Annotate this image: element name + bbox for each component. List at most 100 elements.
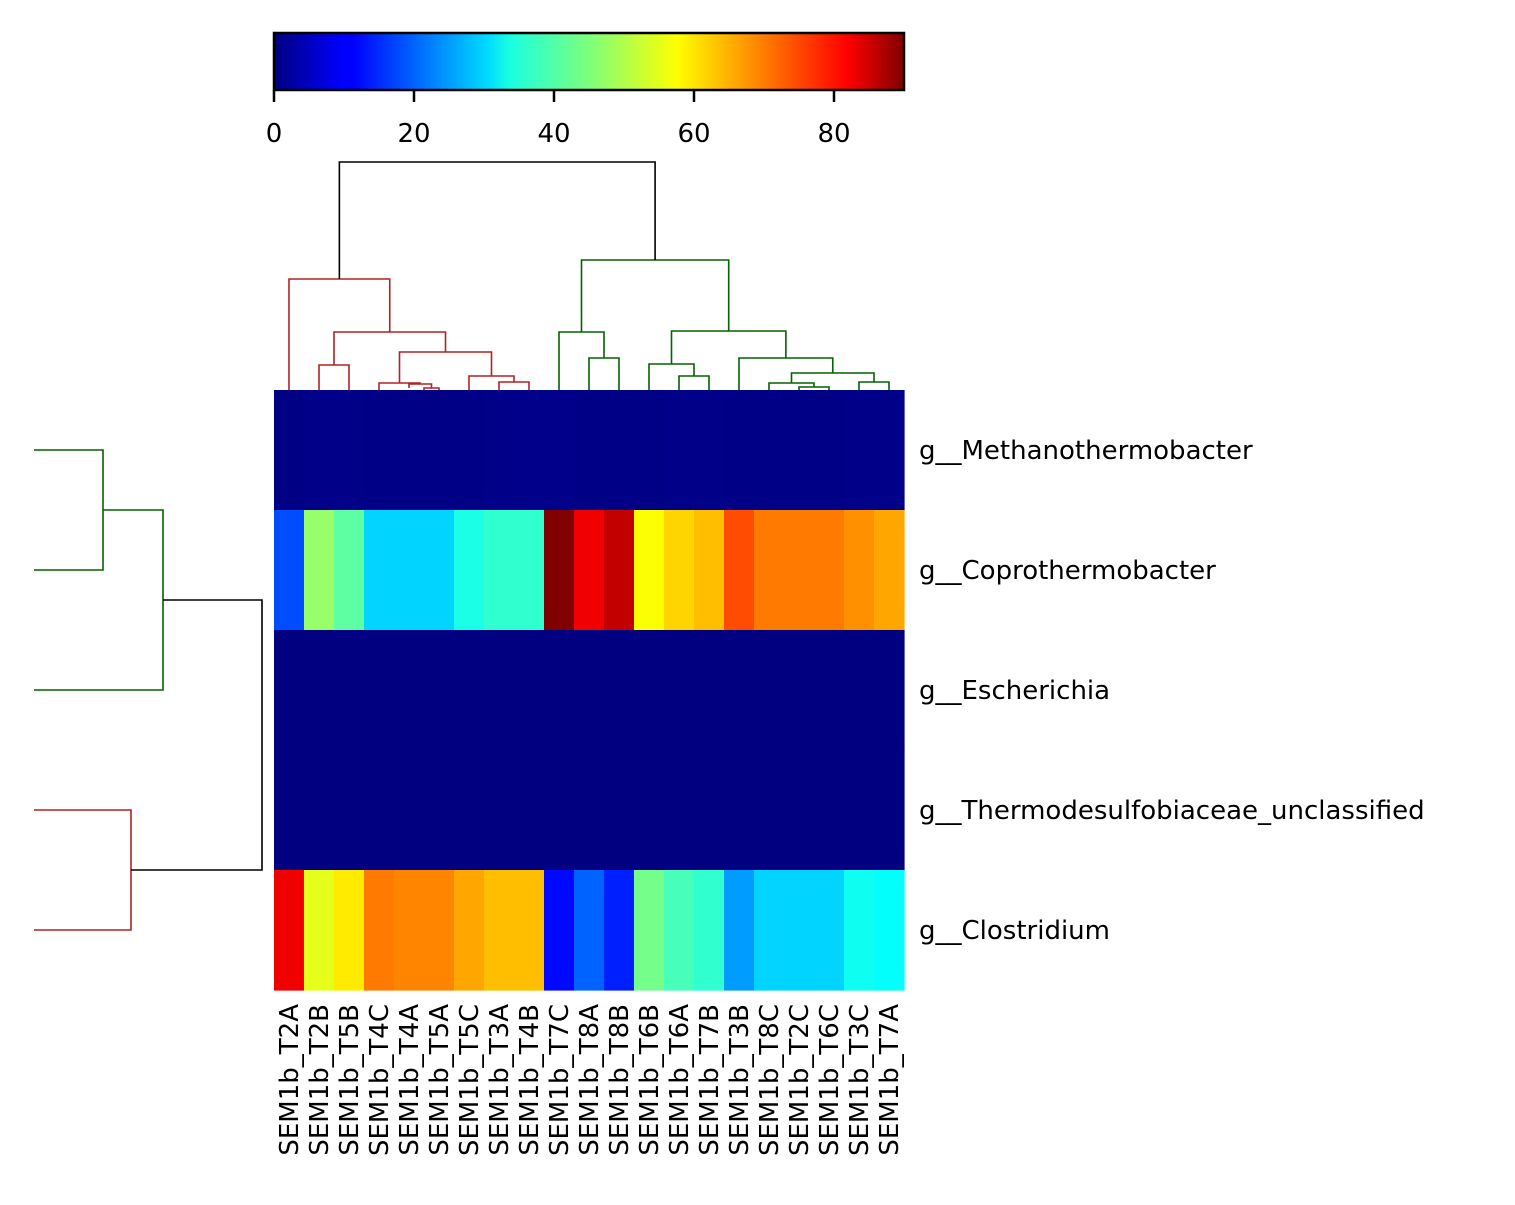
row-labels: g__Methanothermobacter g__Coprothermobact… bbox=[919, 436, 1425, 946]
heatmap-cell bbox=[304, 390, 335, 511]
heatmap-cell bbox=[814, 390, 845, 511]
heatmap-cell bbox=[514, 510, 545, 631]
heatmap-cell bbox=[664, 750, 695, 871]
column-dendrogram-link bbox=[333, 331, 447, 365]
heatmap-cell bbox=[784, 870, 815, 991]
row-label: g__Escherichia bbox=[919, 676, 1110, 706]
heatmap-cell bbox=[544, 870, 575, 991]
heatmap-cell bbox=[544, 390, 575, 511]
heatmap-cell bbox=[484, 510, 515, 631]
heatmap-cell bbox=[754, 870, 785, 991]
colorbar-tick-label: 20 bbox=[397, 119, 430, 149]
column-dendrogram-link bbox=[580, 259, 730, 332]
heatmap-cell bbox=[334, 870, 365, 991]
heatmap-cell bbox=[724, 510, 755, 631]
heatmap-cell bbox=[274, 390, 305, 511]
heatmap-cell bbox=[364, 630, 395, 751]
column-label: SEM1b_T2C bbox=[785, 1004, 815, 1156]
column-label: SEM1b_T7C bbox=[545, 1004, 575, 1156]
column-dendrogram-link bbox=[798, 386, 830, 390]
column-label: SEM1b_T8B bbox=[605, 1004, 635, 1156]
heatmap-cell bbox=[544, 510, 575, 631]
column-dendrogram-link bbox=[648, 363, 695, 390]
row-label: g__Coprothermobacter bbox=[919, 556, 1216, 586]
heatmap-cell bbox=[514, 870, 545, 991]
heatmap-cell bbox=[724, 630, 755, 751]
heatmap-cell bbox=[544, 750, 575, 871]
heatmap-cell bbox=[394, 630, 425, 751]
heatmap-cell bbox=[394, 750, 425, 871]
heatmap-cell bbox=[844, 870, 875, 991]
heatmap-cell bbox=[874, 870, 905, 991]
heatmap-cell bbox=[754, 510, 785, 631]
heatmap-cell bbox=[874, 750, 905, 871]
column-label: SEM1b_T3C bbox=[845, 1004, 875, 1156]
heatmap-cell bbox=[394, 390, 425, 511]
colorbar-tick-label: 40 bbox=[537, 119, 570, 149]
heatmap-cell bbox=[574, 870, 605, 991]
heatmap-cell bbox=[634, 750, 665, 871]
row-dendrogram-link bbox=[131, 599, 263, 871]
heatmap-cell bbox=[664, 390, 695, 511]
heatmap-cell bbox=[634, 630, 665, 751]
heatmap-cell bbox=[604, 630, 635, 751]
heatmap-cell bbox=[364, 750, 395, 871]
heatmap-cell bbox=[514, 750, 545, 871]
heatmap-cell bbox=[754, 390, 785, 511]
heatmap-cell bbox=[634, 510, 665, 631]
column-label: SEM1b_T5B bbox=[335, 1004, 365, 1156]
heatmap-cell bbox=[784, 510, 815, 631]
colorbar-tick-label: 80 bbox=[817, 119, 850, 149]
heatmap-cell bbox=[874, 390, 905, 511]
column-label: SEM1b_T4A bbox=[395, 1004, 425, 1156]
column-label: SEM1b_T6A bbox=[665, 1004, 695, 1156]
heatmap-cells bbox=[274, 390, 905, 991]
column-label: SEM1b_T5A bbox=[425, 1004, 455, 1156]
heatmap-cell bbox=[334, 630, 365, 751]
heatmap-cell bbox=[784, 630, 815, 751]
column-dendrogram-link bbox=[558, 331, 605, 390]
column-label: SEM1b_T4C bbox=[365, 1004, 395, 1156]
row-dendrogram-link bbox=[34, 449, 104, 571]
column-dendrogram-link bbox=[678, 375, 710, 390]
column-dendrogram-link bbox=[468, 375, 515, 390]
heatmap-cell bbox=[574, 630, 605, 751]
column-dendrogram-link bbox=[738, 357, 834, 390]
column-label: SEM1b_T3A bbox=[485, 1004, 515, 1156]
heatmap-cell bbox=[304, 510, 335, 631]
heatmap-cell bbox=[274, 750, 305, 871]
column-dendrogram-link bbox=[423, 387, 440, 390]
heatmap-cell bbox=[454, 510, 485, 631]
colorbar-tick-label: 60 bbox=[677, 119, 710, 149]
column-label: SEM1b_T8C bbox=[755, 1004, 785, 1156]
heatmap-cell bbox=[844, 750, 875, 871]
heatmap-cell bbox=[784, 750, 815, 871]
heatmap-cell bbox=[604, 870, 635, 991]
heatmap-cell bbox=[334, 750, 365, 871]
column-labels: SEM1b_T2A SEM1b_T2B SEM1b_T5B SEM1b_T4C SEM1… bbox=[275, 1004, 905, 1156]
heatmap-cell bbox=[454, 390, 485, 511]
row-dendrogram bbox=[34, 449, 263, 931]
heatmap-cell bbox=[454, 630, 485, 751]
colorbar: 0 20 40 60 80 bbox=[266, 31, 906, 149]
heatmap-cell bbox=[664, 870, 695, 991]
heatmap-cell bbox=[514, 390, 545, 511]
heatmap-cell bbox=[424, 870, 455, 991]
heatmap-cell bbox=[724, 390, 755, 511]
heatmap-cell bbox=[274, 870, 305, 991]
row-label: g__Thermodesulfobiaceae_unclassified bbox=[919, 796, 1425, 826]
column-dendrogram bbox=[288, 161, 890, 390]
heatmap-cell bbox=[634, 870, 665, 991]
heatmap-cell bbox=[334, 510, 365, 631]
heatmap-cell bbox=[334, 390, 365, 511]
heatmap-cell bbox=[844, 510, 875, 631]
heatmap-cell bbox=[814, 750, 845, 871]
heatmap-cell bbox=[304, 750, 335, 871]
heatmap-cell bbox=[424, 750, 455, 871]
row-label: g__Methanothermobacter bbox=[919, 436, 1253, 466]
colorbar-tick-label: 0 bbox=[266, 119, 283, 149]
heatmap-cell bbox=[364, 390, 395, 511]
row-dendrogram-link bbox=[34, 809, 132, 931]
heatmap-cell bbox=[874, 510, 905, 631]
